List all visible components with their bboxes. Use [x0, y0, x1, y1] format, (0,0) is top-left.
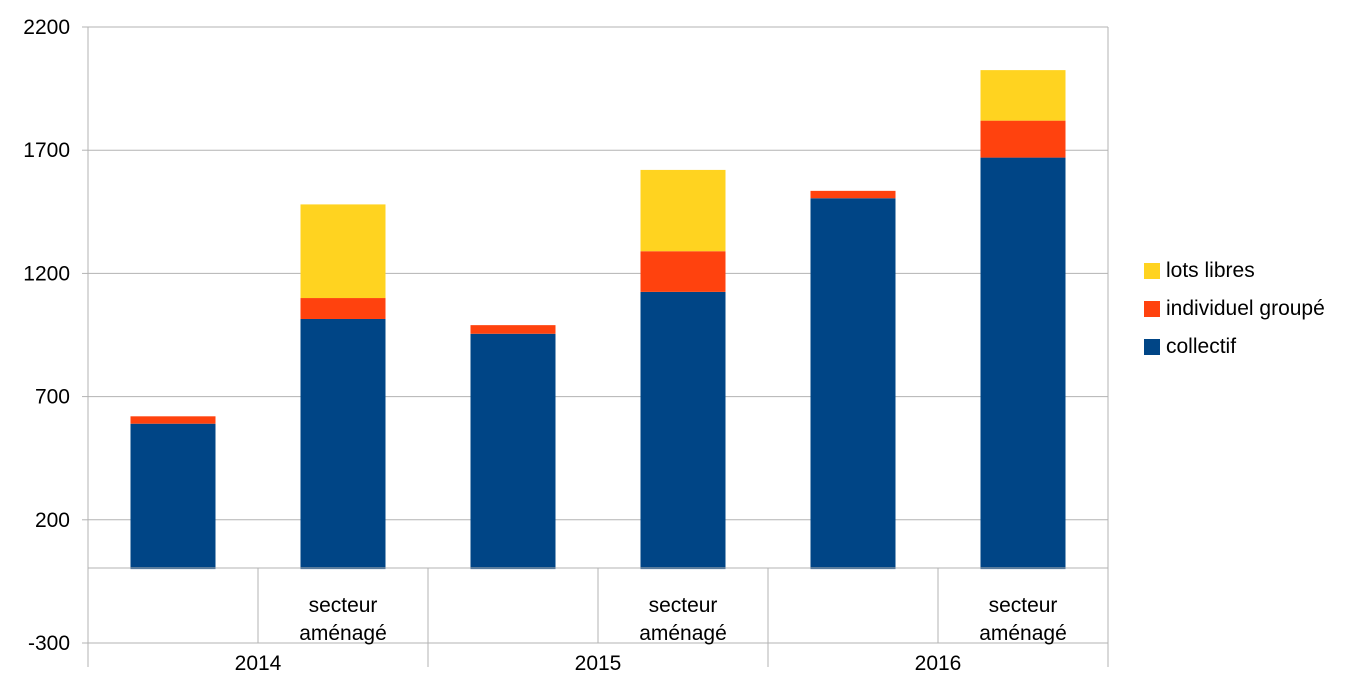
x-group-label-1: 2015	[575, 652, 622, 673]
bar-collectif-5	[980, 157, 1066, 570]
y-tick-label-5: 2200	[23, 16, 70, 39]
y-tick-labels: -300 200 700 1200 1700 2200	[23, 16, 70, 655]
bar-individuel-groupé-5	[980, 120, 1066, 158]
bar-individuel-groupé-2	[470, 325, 556, 334]
x-category-label-1: secteur aménagé	[299, 594, 387, 645]
bars	[130, 70, 1066, 570]
y-tick-label-3: 1200	[23, 262, 70, 285]
bar-individuel-groupé-1	[300, 298, 386, 319]
x-group-label-2: 2016	[915, 652, 962, 673]
bar-collectif-4	[810, 198, 896, 570]
legend-label: lots libres	[1166, 259, 1255, 282]
legend-item-individuel-groupé: individuel groupé	[1144, 290, 1325, 328]
axes	[82, 26, 1109, 667]
x-category-labels: secteur aménagé secteur aménagé secteur aména…	[235, 594, 1067, 673]
bar-individuel-groupé-0	[130, 416, 216, 424]
legend-swatch	[1144, 339, 1160, 355]
bar-lots-libres-1	[300, 204, 386, 299]
bar-lots-libres-3	[640, 169, 726, 252]
y-tick-label-2: 700	[35, 386, 70, 409]
legend: lots libres individuel groupé collectif	[1144, 252, 1325, 366]
bar-individuel-groupé-3	[640, 251, 726, 292]
y-tick-label-0: -300	[28, 632, 70, 655]
bar-collectif-0	[130, 423, 216, 570]
x-group-label-0: 2014	[235, 652, 282, 673]
bar-collectif-2	[470, 333, 556, 570]
bar-collectif-3	[640, 291, 726, 570]
gridlines	[88, 26, 1108, 644]
legend-swatch	[1144, 301, 1160, 317]
legend-label: collectif	[1166, 335, 1237, 358]
x-category-label-3: secteur aménagé	[639, 594, 727, 645]
legend-item-lots-libres: lots libres	[1144, 252, 1325, 290]
y-tick-label-4: 1700	[23, 139, 70, 162]
x-category-label-5: secteur aménagé	[979, 594, 1067, 645]
bar-collectif-1	[300, 318, 386, 570]
bar-lots-libres-5	[980, 70, 1066, 121]
legend-label: individuel groupé	[1166, 297, 1325, 320]
bar-individuel-groupé-4	[810, 190, 896, 199]
y-tick-label-1: 200	[35, 509, 70, 532]
legend-swatch	[1144, 263, 1160, 279]
legend-item-collectif: collectif	[1144, 328, 1325, 366]
